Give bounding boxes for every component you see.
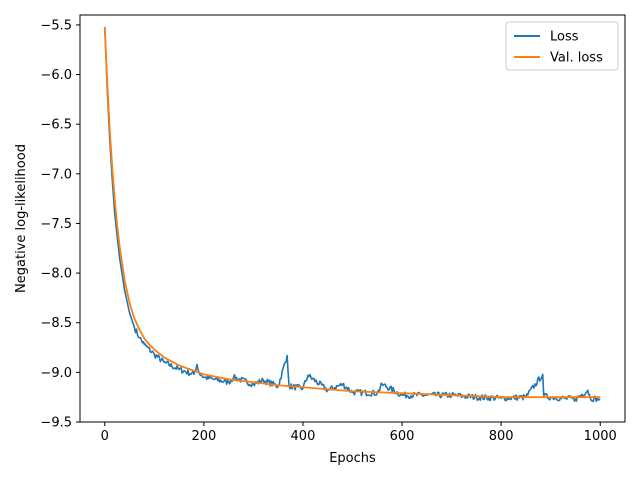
y-tick-label: −6.0 xyxy=(40,68,72,83)
x-tick-label: 200 xyxy=(191,429,216,444)
y-tick-label: −8.5 xyxy=(40,316,72,331)
y-tick-label: −5.5 xyxy=(40,18,72,33)
series-line-val-loss xyxy=(103,26,601,399)
y-axis-title: Negative log-likelihood xyxy=(14,144,29,293)
y-axis: −9.5 −9.0 −8.5 −8.0 −7.5 −7.0 −6.5 −6.0 −5.5 xyxy=(40,18,80,431)
x-tick-label: 1000 xyxy=(584,429,617,444)
legend-label-val-loss: Val. loss xyxy=(550,51,603,66)
legend-label-loss: Loss xyxy=(550,30,579,45)
x-tick-label: 0 xyxy=(101,429,109,444)
y-tick-label: −9.0 xyxy=(40,366,72,381)
x-axis-title: Epochs xyxy=(329,451,376,466)
x-tick-label: 600 xyxy=(390,429,415,444)
series-layer xyxy=(103,26,601,403)
y-tick-label: −8.0 xyxy=(40,267,72,282)
x-axis: 0 200 400 600 800 1000 xyxy=(101,422,617,444)
x-tick-label: 400 xyxy=(291,429,316,444)
series-line-loss xyxy=(103,26,601,403)
y-tick-label: −6.5 xyxy=(40,118,72,133)
y-tick-label: −7.0 xyxy=(40,167,72,182)
y-tick-label: −9.5 xyxy=(40,416,72,431)
legend: Loss Val. loss xyxy=(505,21,619,71)
y-tick-label: −7.5 xyxy=(40,217,72,232)
x-tick-label: 800 xyxy=(489,429,514,444)
axes-frame xyxy=(79,14,626,423)
